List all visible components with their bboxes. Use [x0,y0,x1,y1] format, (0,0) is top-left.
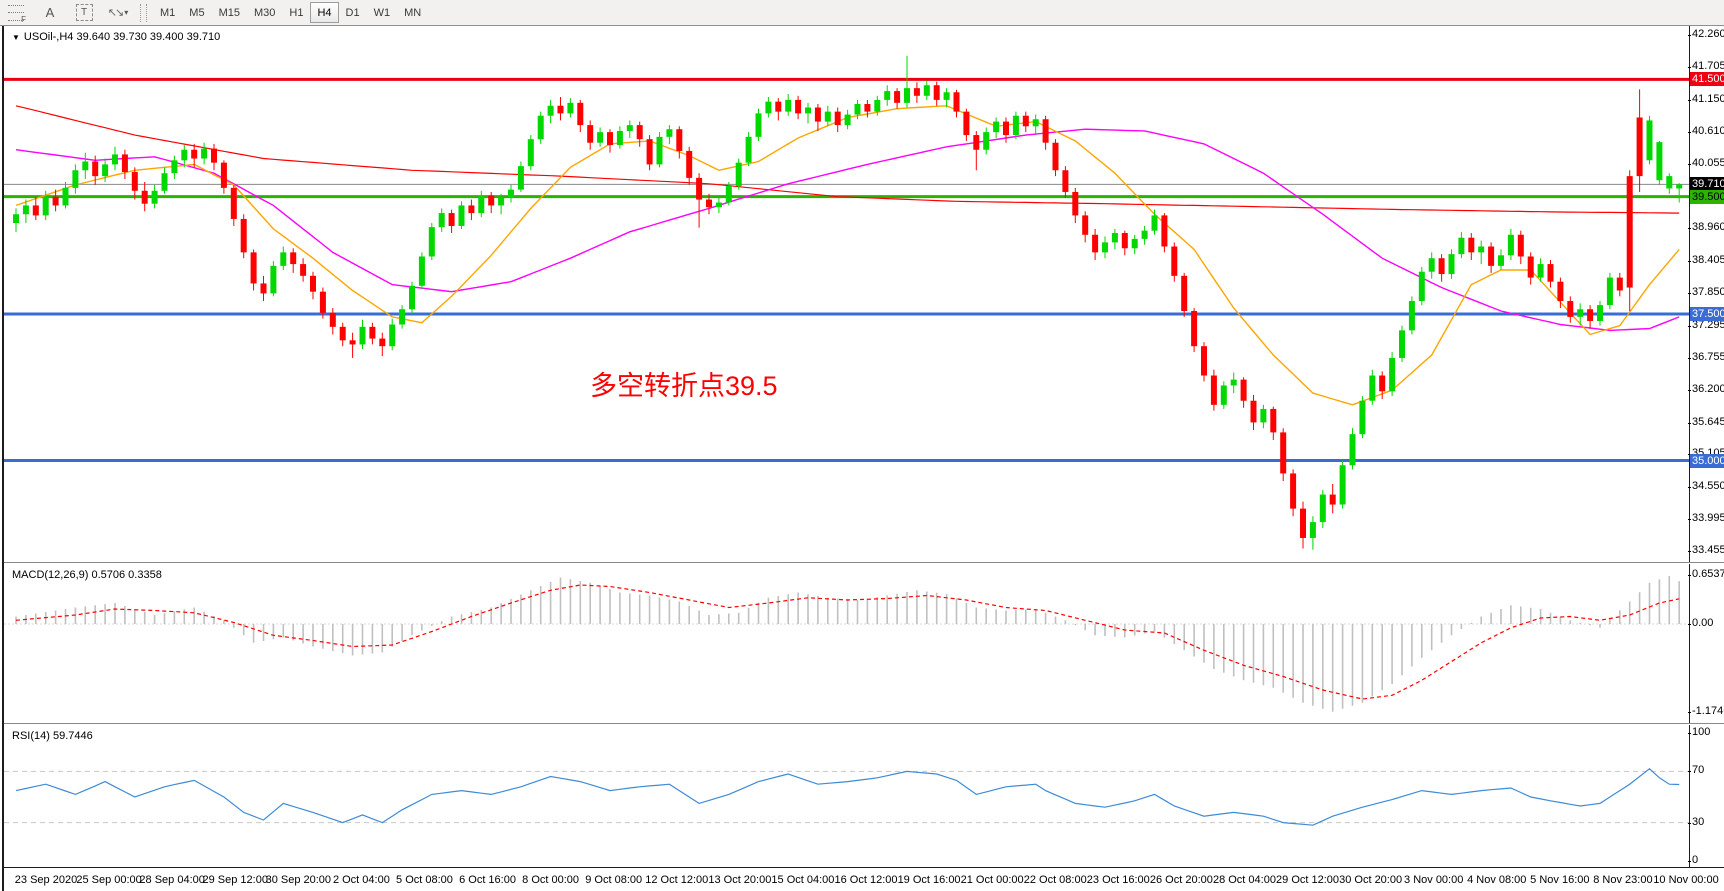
date-axis-label: 4 Nov 08:00 [1467,874,1527,886]
fibonacci-icon[interactable] [0,1,32,24]
chevron-down-icon[interactable]: ▾ [124,8,129,17]
candlestick-chart[interactable] [4,26,1689,562]
price-tick: 40.055 [1688,157,1724,170]
toolbar: A T ↖↘▾ M1 M5 M15 M30 H1 H4 D1 W1 MN [0,0,1724,26]
price-plot-area[interactable]: ▼ USOil-,H4 39.640 39.730 39.400 39.710 多… [4,26,1689,562]
chart-annotation-text: 多空转折点39.5 [590,371,778,401]
rsi-scale[interactable]: 100 70 30 0 [1687,725,1724,867]
panel-separator[interactable] [4,562,1724,565]
date-axis-label: 5 Oct 08:00 [396,874,453,886]
price-tick: 37.850 [1688,286,1724,299]
timeframe-button-mn[interactable]: MN [404,6,422,19]
date-axis-label: 23 Sep 2020 [14,874,78,886]
date-axis-label: 28 Sep 04:00 [139,874,205,886]
toolbar-grip [140,3,147,22]
price-tick: 37.295 [1688,318,1724,331]
date-axis-label: 28 Oct 04:00 [1212,874,1276,886]
arrow-objects-icon[interactable]: ↖↘ ▾ [107,7,129,19]
timeframe-button-m5[interactable]: M5 [189,6,205,19]
rsi-axis-tick: 70 [1687,764,1705,777]
macd-panel[interactable]: MACD(12,26,9) 0.5706 0.3358 0.6537 0.00 -1… [4,564,1724,724]
price-tick: 40.610 [1688,124,1724,137]
text-box-icon[interactable]: T [68,1,100,24]
date-axis-label: 22 Oct 08:00 [1023,874,1087,886]
date-axis-label: 21 Oct 00:00 [960,874,1024,886]
price-tick: 35.645 [1688,415,1724,428]
date-axis-label: 30 Oct 20:00 [1339,874,1403,886]
timeframe-button-h1[interactable]: H1 [289,6,304,19]
price-level-badge: 39.500 [1690,189,1724,204]
date-axis-label: 16 Oct 12:00 [834,874,898,886]
rsi-axis-tick: 100 [1687,726,1711,738]
panel-separator[interactable] [4,723,1724,726]
macd-plot-area[interactable]: MACD(12,26,9) 0.5706 0.3358 [4,564,1689,723]
price-level-badge: 39.710 [1690,177,1724,192]
price-scale[interactable]: 42.260 41.705 41.150 40.610 40.055 38.960 38.4… [1688,26,1724,562]
rsi-axis-tick: 0 [1687,854,1699,866]
macd-scale[interactable]: 0.6537 0.00 -1.1746 [1687,564,1724,723]
date-axis-label: 15 Oct 04:00 [771,874,835,886]
price-tick: 38.960 [1688,221,1724,234]
date-axis-label: 30 Sep 20:00 [265,874,332,886]
date-axis-label: 8 Oct 00:00 [522,874,580,886]
date-axis-label: 2 Oct 04:00 [332,874,390,886]
timeframe-button-h4[interactable]: H4 [310,2,339,23]
date-axis-label: 9 Oct 08:00 [585,874,643,886]
date-axis-label: 5 Nov 16:00 [1530,874,1590,886]
timeframe-bar: M1 M5 M15 M30 H1 H4 D1 W1 MN [153,2,428,23]
macd-axis-tick: 0.6537 [1688,567,1724,580]
timeframe-button-m30[interactable]: M30 [253,6,276,19]
price-tick: 33.455 [1688,544,1724,557]
timeframe-button-w1[interactable]: W1 [373,6,391,19]
rsi-chart[interactable] [4,725,1689,867]
price-panel[interactable]: ▼ USOil-,H4 39.640 39.730 39.400 39.710 多… [4,26,1724,563]
date-axis-label: 19 Oct 16:00 [897,874,961,886]
price-tick: 36.755 [1688,350,1724,363]
text-label-icon[interactable]: A [45,5,55,20]
timeframe-button-m1[interactable]: M1 [160,6,176,19]
price-tick: 41.150 [1688,92,1724,105]
symbol-ohlc-line[interactable]: ▼ USOil-,H4 39.640 39.730 39.400 39.710 [12,31,221,43]
macd-axis-tick: 0.00 [1687,617,1714,629]
price-level-badge: 37.500 [1690,306,1724,321]
time-axis[interactable]: 23 Sep 2020 25 Sep 00:00 28 Sep 04:00 29 Se… [4,869,1724,891]
timeframe-button-d1[interactable]: D1 [345,6,360,19]
timeframe-button-m15[interactable]: M15 [218,6,240,19]
price-tick: 42.260 [1688,27,1724,40]
date-axis-label: 25 Sep 00:00 [76,874,142,886]
price-tick: 41.705 [1688,60,1724,73]
date-axis-label: 12 Oct 12:00 [645,874,709,886]
price-level-badge: 41.500 [1690,72,1724,87]
rsi-plot-area[interactable]: RSI(14) 59.7446 [4,725,1689,867]
date-axis-label: 29 Sep 12:00 [202,874,268,886]
chart-window: ▼ USOil-,H4 39.640 39.730 39.400 39.710 多… [0,25,1724,891]
date-axis-label: 3 Nov 00:00 [1404,874,1464,886]
date-axis-label: 29 Oct 12:00 [1276,874,1340,886]
rsi-panel[interactable]: RSI(14) 59.7446 100 70 30 0 [4,725,1724,868]
macd-axis-tick: -1.1746 [1687,705,1724,717]
window-left-edge [2,26,4,891]
date-axis-label: 8 Nov 23:00 [1593,874,1653,886]
macd-label: MACD(12,26,9) 0.5706 0.3358 [12,569,162,581]
macd-chart[interactable] [4,564,1689,723]
date-axis-label: 23 Oct 16:00 [1086,874,1150,886]
price-tick: 34.550 [1688,479,1724,492]
symbol-caret-icon[interactable]: ▼ [12,33,20,42]
price-tick: 36.200 [1688,383,1724,396]
price-tick: 33.995 [1688,512,1724,525]
rsi-axis-tick: 30 [1687,815,1705,828]
rsi-label: RSI(14) 59.7446 [12,730,93,742]
date-axis-label: 10 Nov 00:00 [1653,874,1719,886]
date-axis-label: 26 Oct 20:00 [1149,874,1213,886]
price-level-badge: 35.000 [1690,453,1724,468]
price-tick: 38.405 [1688,253,1724,266]
date-axis-label: 13 Oct 20:00 [708,874,772,886]
date-axis-label: 6 Oct 16:00 [459,874,516,886]
